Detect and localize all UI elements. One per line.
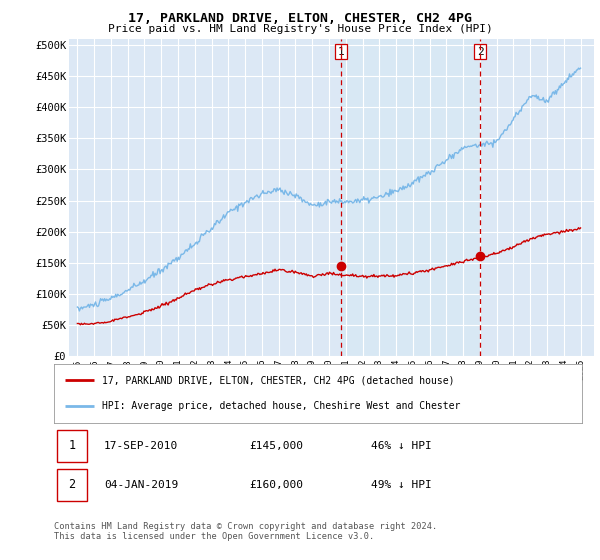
- Text: £160,000: £160,000: [250, 480, 304, 490]
- Text: 17, PARKLAND DRIVE, ELTON, CHESTER, CH2 4PG (detached house): 17, PARKLAND DRIVE, ELTON, CHESTER, CH2 …: [101, 375, 454, 385]
- Bar: [341, 39, 480, 356]
- Text: 49% ↓ HPI: 49% ↓ HPI: [371, 480, 431, 490]
- Bar: [56, 469, 87, 501]
- Text: HPI: Average price, detached house, Cheshire West and Chester: HPI: Average price, detached house, Ches…: [101, 402, 460, 412]
- Text: 46% ↓ HPI: 46% ↓ HPI: [371, 441, 431, 451]
- Text: Contains HM Land Registry data © Crown copyright and database right 2024.
This d: Contains HM Land Registry data © Crown c…: [54, 522, 437, 542]
- Text: Price paid vs. HM Land Registry's House Price Index (HPI): Price paid vs. HM Land Registry's House …: [107, 24, 493, 34]
- Bar: [56, 430, 87, 462]
- Text: 2: 2: [68, 478, 76, 492]
- Text: £145,000: £145,000: [250, 441, 304, 451]
- Text: 04-JAN-2019: 04-JAN-2019: [104, 480, 178, 490]
- Text: 1: 1: [68, 439, 76, 452]
- Text: 1: 1: [338, 46, 344, 57]
- Text: 2: 2: [477, 46, 484, 57]
- Text: 17-SEP-2010: 17-SEP-2010: [104, 441, 178, 451]
- Text: 17, PARKLAND DRIVE, ELTON, CHESTER, CH2 4PG: 17, PARKLAND DRIVE, ELTON, CHESTER, CH2 …: [128, 12, 472, 25]
